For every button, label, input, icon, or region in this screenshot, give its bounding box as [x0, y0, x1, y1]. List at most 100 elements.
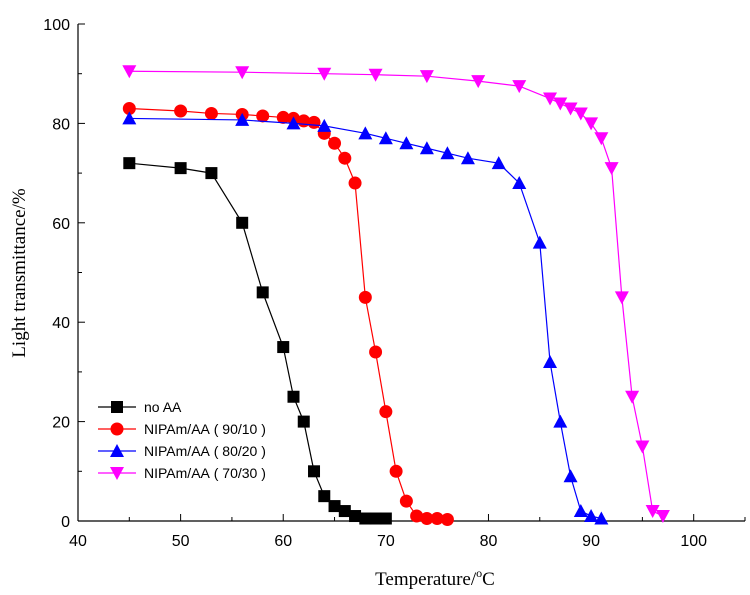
data-point [512, 176, 527, 190]
data-point [368, 68, 383, 82]
x-tick-label: 100 [680, 533, 707, 550]
x-axis-title-unit-sup: o [476, 566, 482, 580]
data-point [256, 109, 270, 123]
series-0 [123, 157, 392, 525]
legend-marker [110, 422, 124, 436]
data-point [318, 490, 331, 503]
data-point [348, 176, 362, 190]
legend-marker [110, 467, 124, 480]
data-point [584, 509, 599, 523]
data-point [399, 494, 413, 508]
data-point [358, 290, 372, 304]
legend-label: NIPAm/AA ( 80/20 ) [144, 443, 266, 459]
data-point [379, 512, 392, 525]
series-line [129, 107, 448, 521]
data-point [369, 345, 383, 359]
x-axis-title-text: Temperature/ [375, 569, 477, 590]
x-axis-title-unit: C [482, 569, 495, 590]
y-tick-label: 40 [52, 315, 70, 332]
data-point [553, 97, 568, 111]
data-point [122, 101, 136, 115]
series-1 [122, 101, 454, 527]
data-point [276, 110, 290, 124]
data-point [573, 107, 588, 121]
data-point [471, 75, 486, 89]
data-point [287, 390, 300, 403]
data-point [430, 512, 444, 526]
data-point [359, 512, 372, 525]
data-point [604, 162, 619, 176]
data-point [307, 115, 321, 129]
x-tick-label: 50 [172, 533, 190, 550]
data-point [625, 390, 640, 404]
legend-item: NIPAm/AA ( 80/20 ) [98, 443, 266, 459]
data-point [614, 291, 629, 305]
data-point [338, 505, 351, 518]
data-point [122, 65, 137, 79]
data-point [236, 216, 249, 229]
data-point [328, 500, 341, 513]
data-point [205, 167, 218, 180]
data-point [389, 464, 403, 478]
data-point [420, 512, 434, 526]
axes: 40 50 60 70 80 90 100 0 20 40 60 80 100 [43, 17, 746, 550]
data-point [235, 66, 250, 80]
data-point [440, 146, 455, 160]
data-point [328, 136, 342, 150]
data-point [308, 465, 321, 478]
data-point [399, 136, 414, 150]
data-point [532, 235, 547, 249]
data-point [655, 510, 670, 524]
x-axis-title: Temperature/oC [375, 566, 495, 590]
series-2 [122, 111, 609, 525]
x-tick-label: 90 [582, 533, 600, 550]
data-point [122, 111, 137, 125]
data-point [594, 511, 609, 525]
legend-marker [110, 444, 124, 457]
y-tick-label: 80 [52, 116, 70, 133]
data-point [235, 112, 250, 126]
data-point [410, 509, 424, 523]
data-point [440, 513, 454, 527]
data-point [174, 104, 188, 118]
legend-item: no AA [98, 399, 182, 415]
legend-label: no AA [144, 399, 182, 415]
data-point [204, 106, 218, 120]
legend-label: NIPAm/AA ( 90/10 ) [144, 421, 266, 437]
data-point [543, 92, 558, 106]
data-point [286, 116, 301, 130]
data-point [378, 131, 393, 145]
data-point [584, 117, 599, 131]
x-tick-label: 80 [480, 533, 498, 550]
plot-area [122, 65, 670, 527]
data-point [174, 162, 187, 175]
x-tick-label: 70 [377, 533, 395, 550]
data-point [123, 157, 136, 170]
data-point [349, 510, 362, 523]
data-point [297, 415, 310, 428]
y-axis-title: Light transmittance/% [9, 188, 30, 358]
data-point [419, 141, 434, 155]
series-3 [122, 65, 670, 524]
data-point [573, 504, 588, 518]
legend-label: NIPAm/AA ( 70/30 ) [144, 465, 266, 481]
data-point [563, 469, 578, 483]
data-point [419, 70, 434, 84]
data-point [635, 440, 650, 454]
x-tick-label: 40 [69, 533, 87, 550]
data-point [543, 354, 558, 368]
data-point [317, 118, 332, 132]
data-point [317, 67, 332, 81]
data-point [369, 512, 382, 525]
legend-item: NIPAm/AA ( 70/30 ) [98, 465, 266, 481]
y-tick-label: 60 [52, 216, 70, 233]
data-point [379, 405, 393, 419]
data-point [645, 505, 660, 519]
y-tick-label: 100 [43, 17, 70, 34]
data-point [460, 151, 475, 165]
y-tick-label: 20 [52, 415, 70, 432]
legend: no AA NIPAm/AA ( 90/10 ) NIPAm/AA ( 80/20 … [98, 399, 266, 481]
data-point [563, 102, 578, 116]
x-tick-label: 60 [274, 533, 292, 550]
